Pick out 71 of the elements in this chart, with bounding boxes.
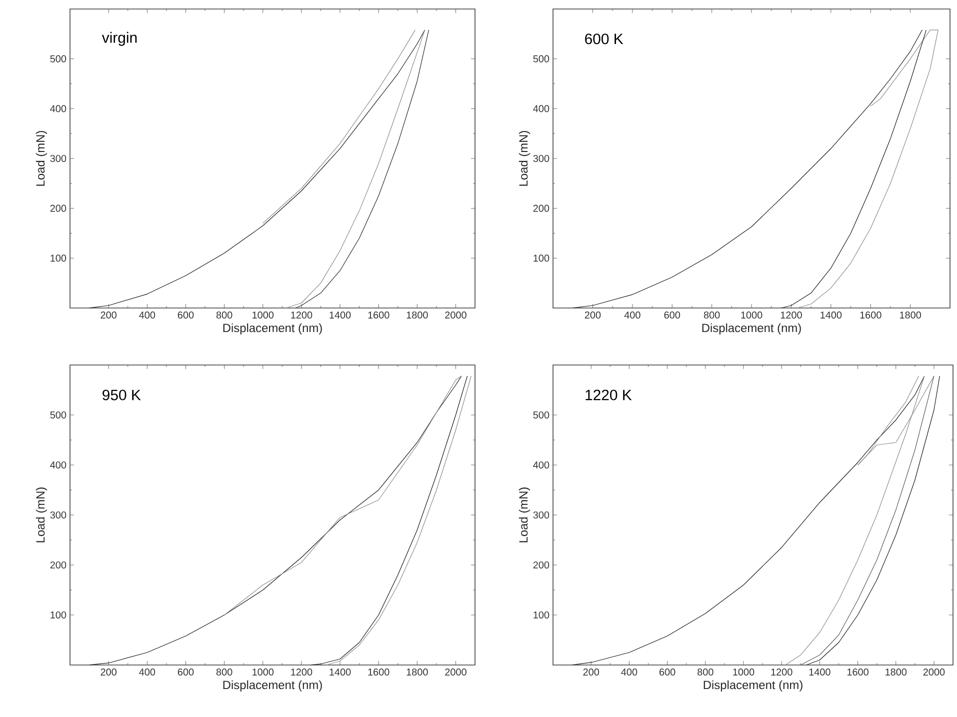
y-tick-label: 400 bbox=[533, 461, 550, 469]
x-axis-title: Displacement (nm) bbox=[704, 680, 802, 692]
x-tick-label: 400 bbox=[624, 312, 640, 319]
x-tick-label: 1600 bbox=[860, 312, 882, 319]
x-tick-label: 800 bbox=[216, 312, 232, 319]
y-tick-label: 300 bbox=[533, 511, 550, 519]
x-tick-label: 1000 bbox=[741, 312, 762, 319]
x-tick-label: 600 bbox=[178, 312, 194, 319]
x-tick-label: 400 bbox=[139, 312, 156, 319]
x-tick-label: 1600 bbox=[368, 668, 390, 676]
y-tick-label: 400 bbox=[50, 461, 66, 469]
y-tick-label: 300 bbox=[533, 154, 550, 162]
annotation: virgin bbox=[102, 32, 137, 46]
annotation: 950 K bbox=[102, 390, 141, 400]
x-tick-label: 1800 bbox=[406, 668, 428, 676]
y-tick-label: 500 bbox=[533, 55, 550, 62]
x-tick-label: 800 bbox=[704, 312, 720, 319]
y-tick-label: 100 bbox=[534, 254, 550, 262]
y-tick-label: 300 bbox=[50, 154, 66, 162]
x-tick-label: 2000 bbox=[923, 668, 945, 676]
y-axis-title: Load (mN) bbox=[518, 131, 530, 186]
y-tick-label: 400 bbox=[533, 105, 550, 112]
x-tick-label: 1000 bbox=[733, 668, 754, 676]
x-tick-label: 1000 bbox=[252, 312, 274, 319]
x-tick-label: 1400 bbox=[330, 668, 351, 676]
y-tick-label: 100 bbox=[50, 254, 66, 262]
x-axis-title: Displacement (nm) bbox=[223, 680, 322, 692]
y-tick-label: 400 bbox=[50, 105, 66, 112]
x-tick-label: 800 bbox=[216, 668, 232, 676]
x-axis-title: Displacement (nm) bbox=[223, 323, 322, 335]
x-tick-label: 1200 bbox=[291, 668, 312, 676]
x-tick-label: 600 bbox=[659, 668, 676, 676]
x-tick-label: 1200 bbox=[291, 312, 312, 319]
x-tick-label: 1400 bbox=[809, 668, 830, 676]
x-tick-label: 200 bbox=[583, 668, 600, 676]
x-tick-label: 1400 bbox=[820, 312, 842, 319]
x-tick-label: 400 bbox=[139, 668, 156, 676]
y-tick-label: 500 bbox=[50, 55, 66, 62]
x-tick-label: 1600 bbox=[847, 668, 868, 676]
x-tick-label: 200 bbox=[100, 668, 117, 676]
x-tick-label: 1600 bbox=[368, 312, 390, 319]
y-tick-label: 100 bbox=[534, 611, 550, 619]
x-tick-label: 2000 bbox=[445, 312, 466, 319]
x-tick-label: 2000 bbox=[445, 668, 466, 676]
x-tick-label: 1800 bbox=[900, 312, 922, 319]
y-tick-label: 500 bbox=[533, 411, 550, 419]
y-tick-label: 100 bbox=[50, 611, 66, 619]
x-tick-label: 400 bbox=[621, 668, 638, 676]
x-tick-label: 600 bbox=[178, 668, 194, 676]
y-tick-label: 500 bbox=[50, 411, 66, 419]
x-tick-label: 1200 bbox=[780, 312, 802, 319]
x-axis-title: Displacement (nm) bbox=[702, 323, 801, 335]
x-tick-label: 800 bbox=[698, 668, 714, 676]
y-tick-label: 200 bbox=[533, 204, 550, 212]
annotation: 1220 K bbox=[586, 390, 632, 400]
x-tick-label: 1000 bbox=[252, 668, 274, 676]
x-tick-label: 200 bbox=[584, 312, 601, 319]
y-tick-label: 300 bbox=[50, 511, 66, 519]
annotation: 600 K bbox=[585, 34, 624, 44]
x-tick-label: 1400 bbox=[330, 312, 351, 319]
y-tick-label: 200 bbox=[50, 561, 66, 569]
x-tick-label: 1200 bbox=[771, 668, 792, 676]
y-tick-label: 200 bbox=[50, 204, 66, 212]
x-tick-label: 1800 bbox=[886, 668, 907, 676]
y-axis-title: Load (mN) bbox=[36, 488, 48, 542]
x-tick-label: 1800 bbox=[406, 312, 428, 319]
x-tick-label: 200 bbox=[100, 312, 117, 319]
x-tick-label: 600 bbox=[664, 312, 680, 319]
y-axis-title: Load (mN) bbox=[518, 488, 530, 542]
y-axis-title: Load (mN) bbox=[36, 131, 48, 186]
y-tick-label: 200 bbox=[533, 561, 550, 569]
